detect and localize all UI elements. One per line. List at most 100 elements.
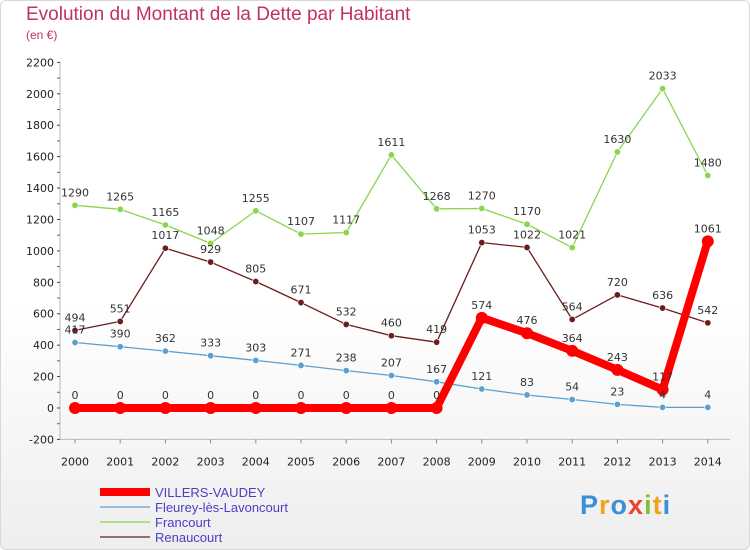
data-label-renaucourt: 1022 (513, 228, 541, 241)
data-label-francourt: 1117 (332, 214, 360, 227)
data-point-francourt (116, 205, 124, 213)
data-point-fleurey-l-s-lavoncourt (568, 396, 576, 404)
y-tick-label: -200 (29, 433, 54, 446)
data-label-villers-vaudey: 117 (652, 371, 673, 384)
data-label-fleurey-l-s-lavoncourt: 167 (426, 363, 447, 376)
data-label-francourt: 1107 (287, 215, 315, 228)
data-point-renaucourt (523, 243, 531, 251)
data-label-renaucourt: 564 (562, 300, 583, 313)
data-point-villers-vaudey (521, 327, 533, 340)
data-label-francourt: 1270 (468, 189, 496, 202)
series-layer (69, 85, 714, 414)
data-label-villers-vaudey: 0 (388, 389, 395, 402)
x-tick-label: 2013 (649, 455, 677, 468)
data-label-francourt: 1290 (61, 186, 89, 199)
data-label-francourt: 1630 (603, 133, 631, 146)
legend-label-fleurey-l-s-lavoncourt: Fleurey-lès-Lavoncourt (155, 500, 288, 515)
data-label-fleurey-l-s-lavoncourt: 83 (520, 376, 534, 389)
data-point-villers-vaudey (566, 344, 579, 357)
data-point-renaucourt (659, 304, 667, 312)
data-point-fleurey-l-s-lavoncourt (433, 378, 441, 386)
x-tick-label: 2012 (603, 455, 631, 468)
data-point-francourt (704, 171, 712, 179)
legend: VILLERS-VAUDEYFleurey-lès-LavoncourtFran… (100, 485, 288, 545)
x-tick-label: 2010 (513, 455, 541, 468)
x-tick-label: 2008 (423, 455, 451, 468)
x-tick-label: 2001 (106, 455, 134, 468)
data-label-francourt: 1170 (513, 205, 541, 218)
y-tick-label: 400 (33, 339, 54, 352)
data-label-villers-vaudey: 0 (207, 389, 214, 402)
x-tick-label: 2005 (287, 455, 315, 468)
data-point-villers-vaudey (204, 402, 217, 414)
data-label-villers-vaudey: 0 (298, 389, 305, 402)
y-tick-label: 2200 (26, 56, 54, 69)
legend-label-renaucourt: Renaucourt (155, 530, 223, 545)
data-point-renaucourt (161, 244, 169, 252)
logo-letter: i (662, 490, 672, 520)
y-tick-label: 800 (33, 276, 54, 289)
data-point-renaucourt (387, 332, 395, 340)
data-label-renaucourt: 460 (381, 317, 402, 330)
data-label-villers-vaudey: 364 (562, 332, 583, 345)
proxiti-logo: Proxiti (580, 490, 671, 521)
data-label-fleurey-l-s-lavoncourt: 207 (381, 356, 402, 369)
data-point-fleurey-l-s-lavoncourt (161, 347, 169, 355)
data-point-villers-vaudey (611, 363, 624, 376)
data-point-francourt (659, 85, 667, 93)
chart-axes: -200020040060080010001200140016001800200… (26, 56, 730, 468)
data-label-fleurey-l-s-lavoncourt: 121 (471, 370, 492, 383)
data-label-villers-vaudey: 574 (471, 299, 492, 312)
data-label-francourt: 1268 (423, 190, 451, 203)
data-label-villers-vaudey: 0 (162, 389, 169, 402)
legend-label-villers-vaudey: VILLERS-VAUDEY (155, 485, 266, 500)
data-label-fleurey-l-s-lavoncourt: 54 (565, 381, 579, 394)
data-point-villers-vaudey (701, 235, 714, 248)
data-point-francourt (252, 207, 260, 215)
data-point-renaucourt (297, 299, 305, 307)
data-point-renaucourt (116, 317, 124, 325)
logo-letter: t (652, 490, 663, 520)
x-tick-label: 2011 (558, 455, 586, 468)
data-point-renaucourt (613, 291, 621, 299)
y-tick-label: 1800 (26, 119, 54, 132)
data-label-francourt: 1021 (558, 229, 586, 242)
data-point-francourt (433, 205, 441, 213)
data-label-renaucourt: 929 (200, 243, 221, 256)
data-label-francourt: 1255 (242, 192, 270, 205)
x-tick-label: 2006 (332, 455, 360, 468)
data-label-villers-vaudey: 0 (343, 389, 350, 402)
x-tick-label: 2000 (61, 455, 89, 468)
x-tick-label: 2014 (694, 455, 722, 468)
data-point-francourt (478, 204, 486, 212)
chart-title: Evolution du Montant de la Dette par Hab… (26, 4, 411, 25)
data-label-fleurey-l-s-lavoncourt: 390 (110, 328, 131, 341)
data-point-francourt (387, 151, 395, 159)
data-label-fleurey-l-s-lavoncourt: 4 (659, 388, 666, 401)
data-point-renaucourt (207, 258, 215, 266)
y-tick-label: 600 (33, 308, 54, 321)
data-label-villers-vaudey: 1061 (694, 222, 722, 235)
data-point-francourt (523, 220, 531, 228)
data-point-villers-vaudey (475, 311, 488, 324)
data-label-renaucourt: 636 (652, 289, 673, 302)
data-label-villers-vaudey: 476 (517, 314, 538, 327)
data-label-renaucourt: 419 (426, 323, 447, 336)
data-point-francourt (71, 201, 79, 209)
data-point-francourt (297, 230, 305, 238)
data-point-renaucourt (568, 315, 576, 323)
data-point-villers-vaudey (295, 402, 307, 414)
data-label-renaucourt: 494 (65, 311, 86, 324)
x-tick-label: 2002 (151, 455, 179, 468)
data-point-fleurey-l-s-lavoncourt (71, 338, 79, 346)
x-tick-label: 2004 (242, 455, 270, 468)
data-label-renaucourt: 551 (110, 302, 131, 315)
logo-letter: i (644, 490, 653, 520)
data-label-fleurey-l-s-lavoncourt: 23 (610, 385, 624, 398)
data-point-fleurey-l-s-lavoncourt (387, 371, 395, 379)
y-tick-label: 1000 (26, 245, 54, 258)
data-label-renaucourt: 805 (245, 263, 266, 276)
y-tick-label: 2000 (26, 88, 54, 101)
